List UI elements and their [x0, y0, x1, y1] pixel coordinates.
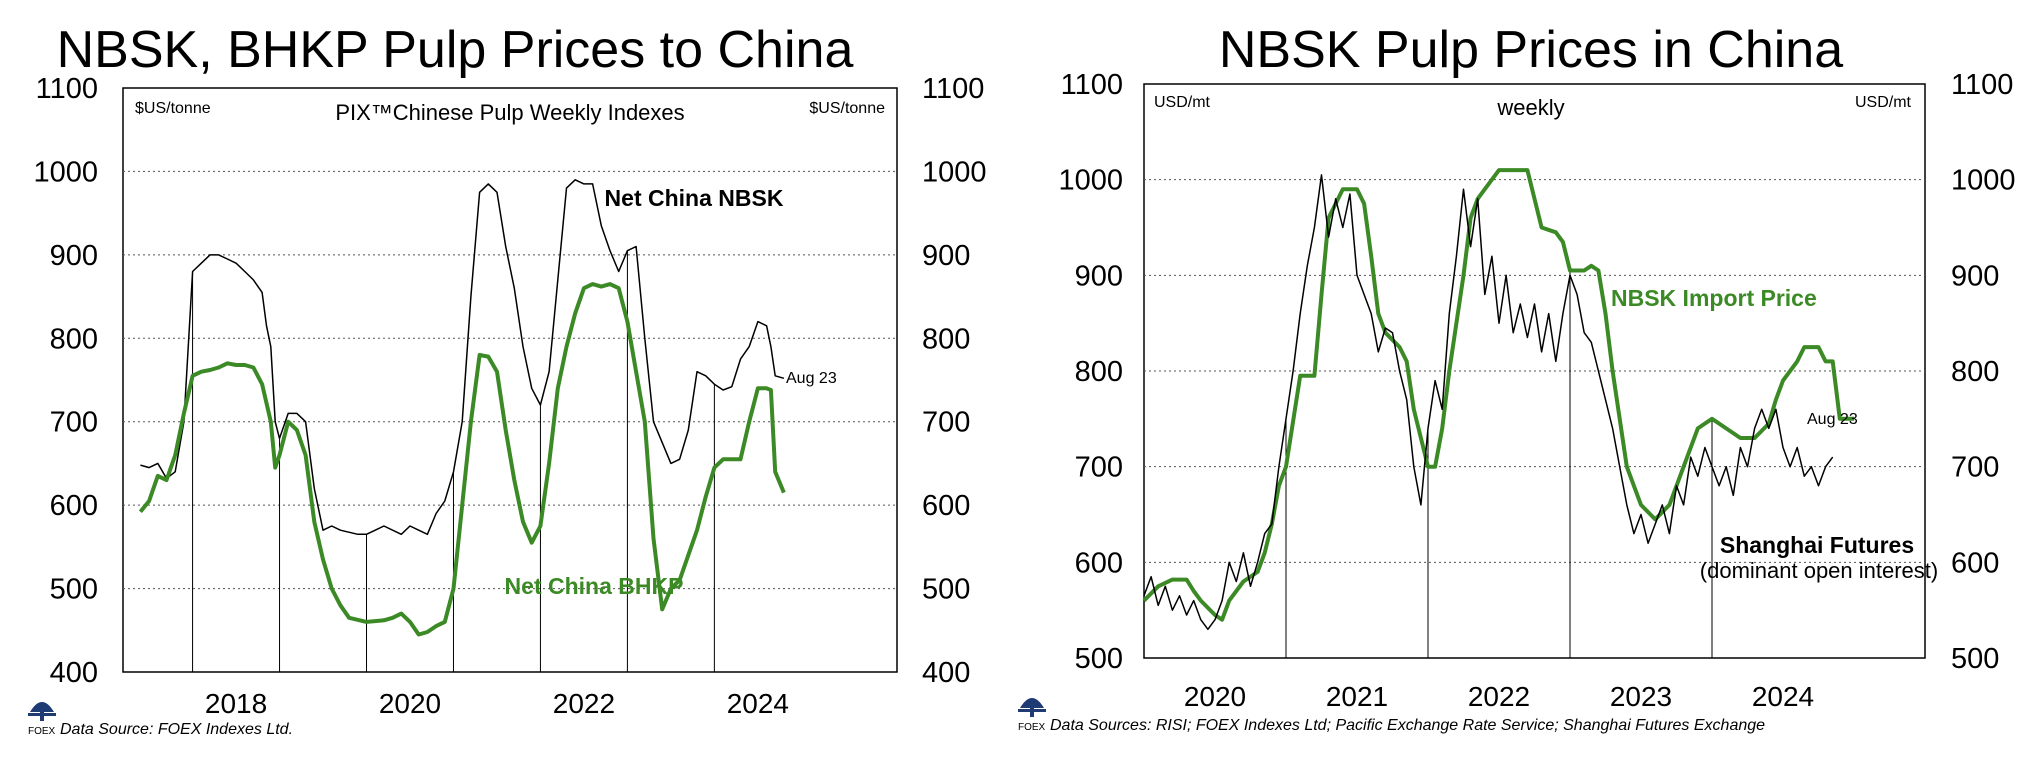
x-tick-label: 2024 — [727, 688, 789, 719]
plot-frame — [122, 87, 898, 673]
x-tick-label: 2024 — [1752, 681, 1814, 712]
y-tick-label-left: 1100 — [36, 73, 98, 105]
series-line — [138, 282, 786, 637]
y-tick-label-right: 400 — [922, 657, 970, 689]
y-tick-label-right: 800 — [1951, 356, 1999, 388]
y-tick-label-right: 1100 — [1951, 69, 2013, 101]
x-tick-label: 2018 — [205, 688, 267, 719]
y-tick-label-right: 500 — [1951, 643, 1999, 675]
series-line — [1142, 168, 1854, 622]
chart-title: NBSK Pulp Prices in China — [1219, 21, 1843, 79]
series-line — [1143, 174, 1834, 631]
logo-text: FOEX — [1018, 722, 1046, 733]
open-interest-annotation: (dominant open interest) — [1700, 558, 1938, 583]
y-tick-label-left: 500 — [1075, 643, 1123, 675]
data-source: Data Source: FOEX Indexes Ltd. — [60, 721, 293, 738]
y-tick-label-right: 1100 — [922, 73, 984, 105]
foex-logo: FOEX — [28, 702, 56, 737]
x-tick-label: 2021 — [1326, 681, 1388, 712]
nbsk-import-annotation: NBSK Import Price — [1611, 285, 1817, 311]
chart-panel-right: NBSK Pulp Prices in China 500 600 700 800 90… — [1011, 0, 2022, 760]
y-tick-label-left: 1000 — [33, 156, 98, 188]
bhkp-annotation-line1: Net China BHKP — [505, 573, 684, 599]
end-date-label: Aug 23 — [1807, 411, 1858, 428]
data-source: Data Sources: RISI; FOEX Indexes Ltd; Pa… — [1050, 717, 1765, 734]
y-tick-label-left: 900 — [1075, 260, 1123, 292]
y-tick-label-left: 800 — [50, 323, 98, 355]
y-tick-label-left: 900 — [50, 240, 98, 272]
x-tick-label: 2020 — [1184, 681, 1246, 712]
x-tick-label: 2022 — [1468, 681, 1530, 712]
y-tick-label-right: 1000 — [1951, 165, 2016, 197]
y-tick-label-right: 500 — [922, 574, 970, 606]
series-line — [140, 179, 785, 536]
x-tick-label: 2022 — [553, 688, 615, 719]
left-chart-svg: NBSK, BHKP Pulp Prices to China 400 500 60… — [28, 21, 987, 738]
right-chart-svg: NBSK Pulp Prices in China 500 600 700 800 90… — [1018, 21, 2016, 734]
x-tick-label: 2020 — [379, 688, 441, 719]
y-tick-label-left: 700 — [50, 407, 98, 439]
end-date-label: Aug 23 — [786, 370, 837, 387]
y-tick-label-right: 600 — [1951, 547, 1999, 579]
y-tick-label-left: 500 — [50, 574, 98, 606]
y-tick-label-left: 1000 — [1058, 165, 1123, 197]
y-tick-label-left: 700 — [1075, 452, 1123, 484]
chart-subtitle: PIX™Chinese Pulp Weekly Indexes — [335, 100, 684, 125]
y-tick-label-right: 700 — [1951, 452, 1999, 484]
nbsk-annotation-line1: Net China NBSK — [605, 185, 784, 211]
y-tick-label-left: 600 — [50, 490, 98, 522]
y-unit-right: USD/mt — [1855, 94, 1912, 111]
y-unit-right: $US/tonne — [809, 100, 885, 117]
shanghai-futures-annotation: Shanghai Futures — [1720, 532, 1914, 558]
y-unit-left: $US/tonne — [135, 100, 211, 117]
y-tick-label-right: 700 — [922, 407, 970, 439]
y-tick-label-left: 800 — [1075, 356, 1123, 388]
chart-subtitle: weekly — [1496, 95, 1564, 120]
y-tick-label-right: 600 — [922, 490, 970, 522]
y-tick-label-right: 900 — [922, 240, 970, 272]
logo-text: FOEX — [28, 726, 56, 737]
y-tick-label-left: 1100 — [1061, 69, 1123, 101]
y-tick-label-right: 900 — [1951, 260, 1999, 292]
y-tick-label-right: 800 — [922, 323, 970, 355]
foex-logo: FOEX — [1018, 698, 1046, 733]
x-tick-label: 2023 — [1610, 681, 1672, 712]
chart-title: NBSK, BHKP Pulp Prices to China — [57, 21, 854, 79]
chart-panel-left: NBSK, BHKP Pulp Prices to China 400 500 60… — [0, 0, 1011, 760]
y-tick-label-right: 1000 — [922, 156, 987, 188]
y-tick-label-left: 400 — [50, 657, 98, 689]
y-unit-left: USD/mt — [1154, 94, 1211, 111]
y-tick-label-left: 600 — [1075, 547, 1123, 579]
